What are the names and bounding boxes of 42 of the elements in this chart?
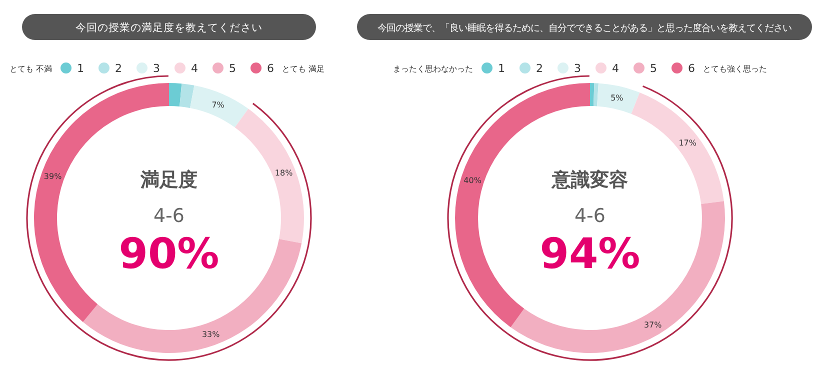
text: 満足度 (140, 169, 198, 191)
text: とても 不満 (9, 64, 52, 74)
data-label: 39% (44, 172, 62, 182)
chart-title: 今回の授業の満足度を教えてください (76, 21, 262, 34)
legend-label: 2 (115, 62, 122, 75)
donut-slice (510, 201, 725, 353)
data-label: 5% (610, 93, 624, 102)
data-label: 7% (212, 100, 225, 110)
data-label: 18% (274, 168, 294, 178)
legend-label: 3 (574, 62, 581, 75)
text: 4-6 (574, 205, 606, 227)
legend-label: 3 (153, 62, 160, 75)
chart-title: 今回の授業で、「良い睡眠を得るために、自分でできることがある」と思った度合いを教えてください (378, 23, 792, 34)
data-label: 17% (678, 138, 697, 148)
donut-slice (190, 85, 248, 128)
legend-label: 2 (536, 62, 543, 75)
legend-label: 4 (191, 62, 198, 75)
donut-slice (597, 83, 640, 114)
legend-label: 1 (498, 62, 505, 75)
legend-label: 6 (267, 62, 274, 75)
donut-slice (82, 238, 302, 353)
text: 94% (540, 229, 640, 278)
donut-slice (631, 92, 724, 204)
donut-slice (594, 83, 598, 106)
text: とても強く思った (703, 64, 767, 74)
text: まったく思わなかった (393, 64, 473, 74)
donut-slice (234, 108, 304, 244)
text: 意識変容 (551, 169, 628, 191)
text: 4-6 (153, 205, 185, 227)
legend-label: 5 (229, 62, 236, 75)
legend-label: 6 (688, 62, 695, 75)
legend-label: 4 (612, 62, 619, 75)
legend-label: 1 (77, 62, 84, 75)
legend-label: 5 (650, 62, 657, 75)
data-label: 37% (644, 320, 662, 330)
data-label: 40% (464, 176, 482, 185)
donut-slice (180, 84, 194, 108)
donut-slice (590, 83, 594, 106)
text: 90% (118, 229, 220, 278)
text: とても 満足 (282, 64, 325, 74)
data-label: 33% (202, 330, 220, 340)
donut-slice (169, 83, 182, 106)
